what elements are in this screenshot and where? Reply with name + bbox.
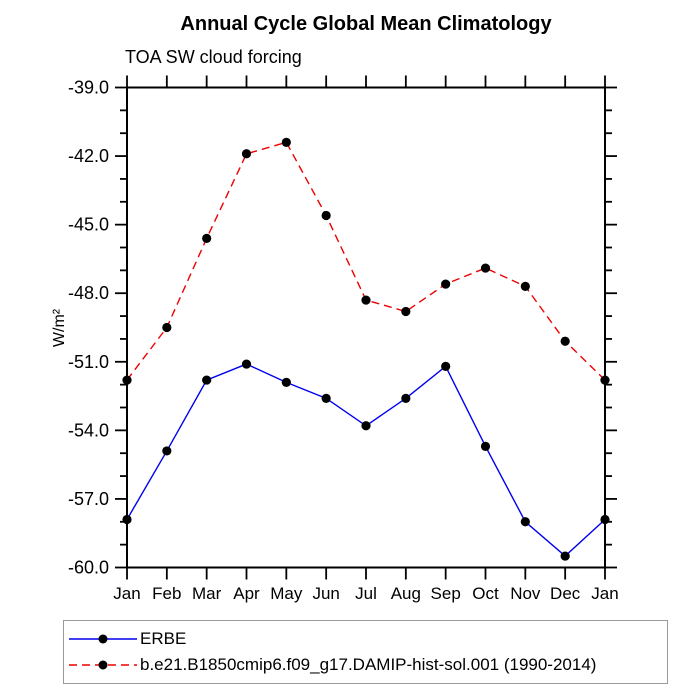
legend-line-sample-model	[68, 655, 138, 675]
data-point-marker	[361, 421, 371, 431]
legend-sample-svg	[69, 634, 137, 644]
data-point-marker	[520, 517, 530, 527]
x-tick-label: Sep	[431, 584, 461, 603]
chart-subtitle: TOA SW cloud forcing	[125, 47, 302, 67]
y-tick-label: -54.0	[68, 420, 109, 440]
data-point-marker	[241, 149, 252, 159]
data-point-marker	[441, 361, 451, 371]
legend-sample-marker	[98, 634, 108, 644]
data-point-marker	[281, 137, 291, 147]
legend-label-model: b.e21.B1850cmip6.f09_g17.DAMIP-hist-sol.…	[140, 655, 597, 674]
series-line-0	[126, 363, 606, 558]
y-tick-label: -45.0	[68, 215, 109, 235]
data-point-marker	[441, 279, 451, 289]
x-tick-label: Feb	[152, 584, 181, 603]
data-point-marker	[401, 306, 411, 317]
legend-line-sample-erbe	[68, 629, 138, 649]
data-point-marker	[520, 281, 530, 291]
data-point-marker	[480, 441, 491, 451]
x-tick-label: Jun	[312, 584, 339, 603]
data-point-marker	[162, 322, 172, 333]
x-tick-label: Mar	[192, 584, 222, 603]
chart-canvas: Jan Feb Mar Apr May Jun Jul Aug Sep Oct Nov Dec Jan-…	[68, 75, 619, 603]
x-tick-label: May	[270, 584, 303, 603]
data-point-marker	[162, 446, 172, 456]
legend-label-erbe: ERBE	[140, 629, 187, 648]
data-point-marker	[281, 377, 291, 387]
chart-title: Annual Cycle Global Mean Climatology	[180, 13, 552, 35]
data-point-marker	[202, 233, 212, 243]
legend-entry-model: b.e21.B1850cmip6.f09_g17.DAMIP-hist-sol.…	[68, 652, 667, 678]
plot-frame	[126, 86, 606, 569]
data-point-marker	[321, 393, 331, 403]
x-tick-label: Dec	[550, 584, 581, 603]
data-point-marker	[241, 359, 252, 369]
data-point-marker	[202, 375, 212, 385]
data-point-marker	[122, 375, 132, 385]
data-point-marker	[600, 514, 610, 525]
data-point-marker	[401, 393, 411, 403]
data-point-marker	[560, 336, 570, 346]
y-tick-label: -39.0	[68, 78, 109, 98]
legend-box: ERBE b.e21.B1850cmip6.f09_g17.DAMIP-hist…	[63, 620, 668, 684]
x-tick-label: Nov	[510, 584, 541, 603]
x-tick-label: Jan	[113, 584, 140, 603]
data-point-marker	[600, 375, 610, 385]
data-point-marker	[321, 210, 331, 221]
data-point-marker	[122, 514, 132, 525]
x-tick-label: Aug	[391, 584, 421, 603]
y-tick-label: -48.0	[68, 283, 109, 303]
data-point-marker	[361, 295, 371, 305]
y-tick-label: -51.0	[68, 352, 109, 372]
x-tick-label: Jan	[591, 584, 618, 603]
x-tick-label: Oct	[472, 584, 499, 603]
y-tick-label: -60.0	[68, 558, 109, 578]
x-tick-label: Apr	[233, 584, 260, 603]
x-tick-label: Jul	[355, 584, 377, 603]
data-point-marker	[480, 263, 491, 273]
legend-entry-erbe: ERBE	[68, 626, 667, 652]
legend-sample-marker	[98, 660, 108, 670]
y-tick-label: -42.0	[68, 146, 109, 166]
legend-sample-svg	[69, 660, 137, 670]
data-point-marker	[560, 551, 570, 561]
series-line-1	[126, 141, 606, 381]
y-tick-label: -57.0	[68, 489, 109, 509]
